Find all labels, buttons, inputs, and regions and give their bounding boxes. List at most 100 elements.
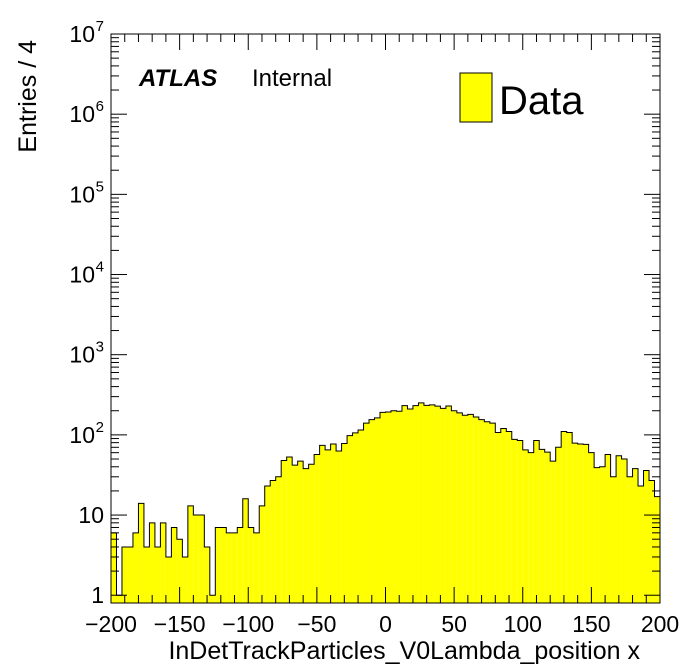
histogram-bar bbox=[292, 465, 298, 603]
histogram-bar bbox=[616, 455, 622, 603]
y-tick-label: 10 bbox=[69, 422, 95, 448]
x-tick-label: 0 bbox=[379, 611, 392, 637]
histogram-bar bbox=[336, 450, 342, 603]
histogram-bar bbox=[649, 480, 655, 603]
histogram-bar bbox=[171, 527, 177, 603]
histogram-bar bbox=[385, 411, 391, 603]
histogram-bar bbox=[220, 527, 227, 603]
y-axis-ticks bbox=[111, 33, 660, 596]
y-tick-label: 10 bbox=[69, 262, 95, 288]
histogram-bar bbox=[489, 423, 496, 603]
histogram-bar bbox=[281, 460, 287, 603]
x-tick-label: 50 bbox=[441, 611, 467, 637]
histogram-bar bbox=[638, 486, 644, 603]
histogram-bar bbox=[111, 532, 117, 603]
histogram-bar bbox=[149, 522, 155, 603]
y-tick-label: 1 bbox=[91, 582, 104, 608]
histogram-bar bbox=[605, 454, 611, 603]
x-tick-label: −100 bbox=[222, 611, 274, 637]
histogram-bar bbox=[176, 539, 183, 603]
histogram-bar bbox=[264, 486, 271, 603]
histogram-bar bbox=[187, 505, 194, 603]
histogram-bar bbox=[308, 464, 315, 603]
histogram-bar bbox=[193, 515, 199, 603]
histogram-bar bbox=[528, 452, 534, 603]
histogram-bar bbox=[467, 414, 474, 603]
x-axis-tick-labels: −200 −150 −100 −50 0 50 100 150 200 bbox=[85, 611, 679, 637]
histogram-bar bbox=[511, 439, 518, 603]
histogram-bar bbox=[434, 406, 441, 603]
histogram-bar bbox=[412, 405, 419, 603]
histogram-bar bbox=[314, 454, 320, 603]
histogram-bar bbox=[500, 428, 507, 603]
y-tick-exponent: 4 bbox=[96, 259, 104, 276]
histogram-bar bbox=[165, 556, 172, 603]
histogram-bar bbox=[506, 431, 512, 603]
y-tick-exponent: 7 bbox=[96, 18, 104, 35]
histogram-bar bbox=[231, 532, 238, 603]
x-tick-label: −150 bbox=[154, 611, 206, 637]
histogram-bar bbox=[363, 423, 370, 603]
histogram-bar bbox=[121, 546, 128, 603]
histogram-bar bbox=[473, 417, 479, 603]
x-axis-label: InDetTrackParticles_V0Lambda_position x bbox=[168, 637, 640, 665]
histogram-bar bbox=[522, 449, 529, 603]
y-tick-label: 10 bbox=[69, 181, 95, 207]
histogram-bar bbox=[599, 466, 606, 603]
histogram-bar bbox=[116, 595, 122, 603]
histogram-bar bbox=[325, 449, 331, 603]
histogram-bar bbox=[237, 527, 243, 603]
atlas-label: ATLAS bbox=[138, 65, 217, 92]
x-tick-label: 100 bbox=[504, 611, 542, 637]
histogram-bar bbox=[259, 505, 265, 603]
histogram-bar bbox=[198, 515, 205, 603]
histogram-bar bbox=[423, 405, 430, 603]
y-tick-exponent: 3 bbox=[96, 339, 104, 356]
histogram-bar bbox=[352, 432, 359, 603]
histogram-bar bbox=[594, 467, 600, 603]
histogram-bar bbox=[561, 431, 567, 603]
histogram-bar bbox=[341, 443, 348, 603]
histogram-bar bbox=[248, 527, 254, 603]
histogram-bar bbox=[132, 532, 139, 603]
x-tick-label: 200 bbox=[641, 611, 679, 637]
histogram-bar bbox=[204, 546, 210, 603]
histogram-bar bbox=[643, 470, 650, 603]
histogram-bar bbox=[138, 503, 144, 603]
histogram-bar bbox=[478, 419, 485, 603]
histogram-bar bbox=[374, 417, 381, 603]
histogram-bar bbox=[297, 461, 304, 603]
histogram-bar bbox=[209, 595, 216, 603]
y-axis-label: Entries / 4 bbox=[14, 40, 42, 153]
histogram-bar bbox=[451, 410, 457, 603]
histogram-bar bbox=[627, 476, 633, 603]
histogram-bar bbox=[610, 476, 617, 603]
histogram-bar bbox=[654, 496, 660, 603]
y-tick-label: 10 bbox=[69, 101, 95, 127]
histogram-bar bbox=[319, 445, 326, 603]
atlas-status-label: Internal bbox=[252, 65, 332, 92]
histogram-bar bbox=[484, 421, 490, 603]
histogram-bar bbox=[588, 452, 595, 603]
histogram-bar bbox=[462, 415, 468, 603]
histogram-bar bbox=[226, 532, 232, 603]
histogram-bar bbox=[380, 412, 386, 603]
histogram-bar bbox=[495, 432, 501, 603]
histogram-bar bbox=[127, 546, 133, 603]
x-tick-label: −50 bbox=[297, 611, 336, 637]
histogram-bar bbox=[632, 468, 639, 603]
histogram-bar bbox=[275, 476, 282, 603]
histogram-bar bbox=[160, 522, 166, 603]
histogram-bar bbox=[429, 404, 435, 603]
histogram-bar bbox=[550, 461, 556, 603]
histogram-bar bbox=[517, 440, 523, 603]
y-tick-exponent: 2 bbox=[96, 419, 104, 436]
histogram-bar bbox=[401, 405, 408, 603]
legend-label: Data bbox=[499, 79, 584, 123]
histogram-bar bbox=[286, 456, 293, 603]
histogram-bar bbox=[544, 452, 551, 603]
histogram-bar bbox=[347, 435, 353, 603]
histogram-bar bbox=[572, 443, 578, 603]
